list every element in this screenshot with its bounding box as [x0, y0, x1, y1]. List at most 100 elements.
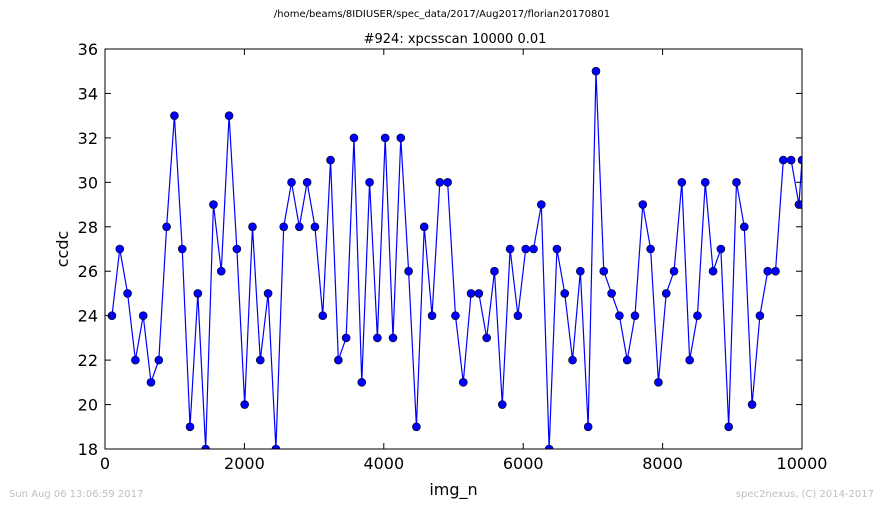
x-tick-label: 0 [100, 454, 110, 473]
data-point [435, 178, 445, 187]
data-point [700, 178, 710, 187]
data-point [201, 444, 210, 449]
data-point [466, 289, 476, 298]
y-tick-label: 36 [78, 40, 98, 59]
data-point [380, 133, 390, 143]
plot-frame [104, 48, 803, 450]
data-point [115, 244, 125, 254]
data-point [576, 266, 585, 276]
data-point [763, 266, 773, 276]
y-tick-label: 32 [78, 129, 98, 148]
data-point [497, 400, 507, 409]
data-point [693, 311, 702, 320]
data-point [591, 66, 601, 76]
data-point [216, 266, 226, 276]
tick-layer: 0 2000 4000 6000 8000 10000 18 20 22 24 26 28 30 32 34… [78, 40, 828, 473]
data-point [797, 200, 802, 209]
data-point [373, 333, 382, 343]
data-point [185, 422, 195, 432]
y-axis-label: ccdc [53, 231, 72, 268]
data-point [193, 289, 203, 298]
data-point [638, 200, 648, 209]
data-point [263, 289, 273, 298]
y-tick-label: 22 [78, 351, 98, 370]
data-point [544, 444, 554, 449]
data-point [349, 133, 359, 143]
data-point [505, 244, 515, 254]
data-point [677, 178, 687, 187]
data-point [513, 311, 523, 320]
data-point [131, 355, 140, 365]
data-point [209, 200, 218, 209]
data-point [779, 155, 788, 165]
data-point [646, 244, 655, 254]
data-point [661, 289, 671, 298]
data-point [279, 222, 289, 232]
y-tick-label: 26 [78, 262, 98, 281]
data-point [537, 200, 546, 209]
data-point [170, 111, 179, 120]
data-point [154, 355, 164, 365]
data-point [654, 378, 663, 387]
data-point [419, 222, 429, 232]
data-point [716, 244, 726, 254]
data-point [365, 178, 374, 187]
data-point [599, 266, 609, 276]
chart-title: #924: xpcsscan 10000 0.01 [364, 32, 547, 47]
data-point [248, 222, 257, 232]
data-point [310, 222, 320, 232]
data-point [443, 178, 452, 187]
data-point [271, 444, 281, 449]
y-tick-label: 18 [78, 440, 98, 459]
data-point [396, 133, 406, 143]
y-tick-label: 20 [78, 396, 98, 415]
data-point [427, 311, 437, 320]
series-layer [107, 66, 802, 449]
data-point [341, 333, 351, 343]
y-tick-label: 34 [78, 84, 98, 103]
data-point [607, 289, 616, 298]
data-point [622, 355, 632, 365]
suptitle: /home/beams/8IDIUSER/spec_data/2017/Aug2… [273, 9, 611, 20]
plot-area [105, 49, 802, 449]
data-point [146, 378, 156, 387]
x-tick-label: 8000 [642, 454, 683, 473]
data-point [334, 355, 343, 365]
y-tick-label: 28 [78, 218, 98, 237]
x-tick-label: 10000 [777, 454, 828, 473]
data-point [240, 400, 249, 409]
data-point [732, 178, 741, 187]
x-tick-label: 2000 [224, 454, 265, 473]
data-point [739, 222, 749, 232]
data-point [568, 355, 577, 365]
data-point [404, 266, 413, 276]
data-point [521, 244, 531, 254]
data-point [458, 378, 468, 387]
data-point [357, 378, 367, 387]
y-tick-label: 30 [78, 173, 98, 192]
data-point [529, 244, 538, 254]
data-point [490, 266, 499, 276]
data-point [177, 244, 187, 254]
data-point [747, 400, 757, 409]
data-point [669, 266, 679, 276]
data-point [771, 266, 780, 276]
footer-timestamp: Sun Aug 06 13:06:59 2017 [9, 489, 144, 500]
data-point [318, 311, 328, 320]
data-point [560, 289, 570, 298]
data-point [326, 155, 335, 165]
data-point [232, 244, 242, 254]
x-axis-label: img_n [429, 480, 477, 500]
data-point [162, 222, 171, 232]
data-point [583, 422, 593, 432]
footer-credit: spec2nexus, (C) 2014-2017 [735, 489, 874, 500]
x-tick-label: 6000 [503, 454, 544, 473]
data-point [482, 333, 491, 343]
data-point [630, 311, 640, 320]
data-point [552, 244, 562, 254]
data-point [302, 178, 312, 187]
data-point [615, 311, 624, 320]
data-point [755, 311, 765, 320]
data-point [797, 155, 802, 165]
